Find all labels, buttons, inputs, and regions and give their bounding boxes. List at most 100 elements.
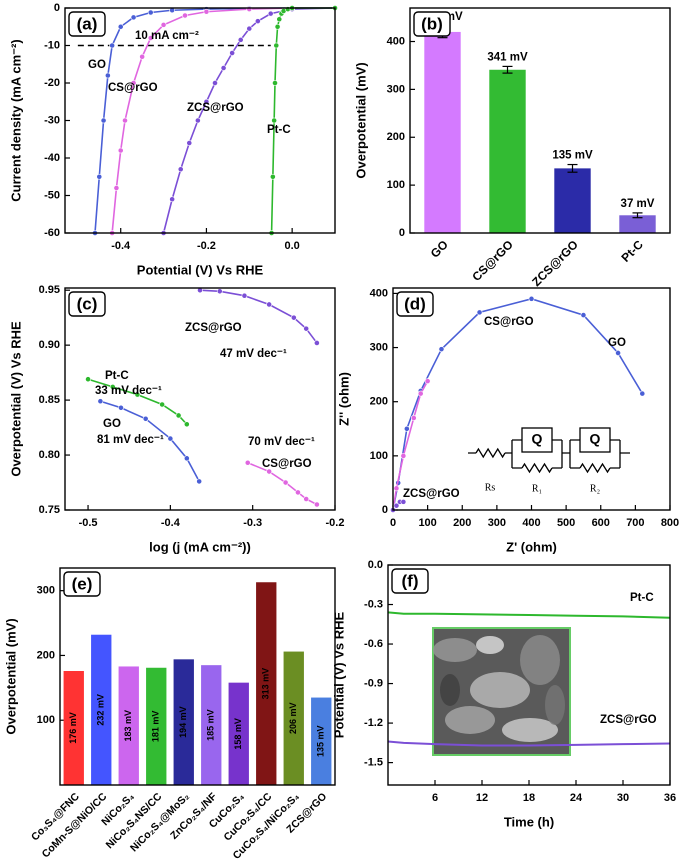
annotation: 10 mA cm⁻² xyxy=(135,30,199,42)
series-label: ZCS@rGO xyxy=(185,322,242,334)
x-tick-label: Pt-C xyxy=(619,237,647,265)
bar xyxy=(283,651,304,785)
series-label: ZCS@rGO xyxy=(187,102,244,114)
point xyxy=(85,376,91,383)
series-label: ZCS@rGO xyxy=(600,714,657,726)
y-axis-label: Overpotential (mV) xyxy=(3,618,18,734)
series-label: Pt-C xyxy=(630,592,654,604)
point xyxy=(393,502,400,509)
plot-frame xyxy=(59,567,336,786)
y-tick-label: 0.85 xyxy=(39,394,60,406)
inset-texture xyxy=(440,674,460,706)
point xyxy=(290,314,297,321)
series-label: ZCS@rGO xyxy=(403,488,460,500)
point xyxy=(182,12,188,19)
value-label: 181 mV xyxy=(151,711,161,743)
annotation: 47 mV dec⁻¹ xyxy=(220,348,287,360)
point xyxy=(417,390,424,397)
point xyxy=(194,117,201,124)
x-axis-label: log (j (mA cm⁻²)) xyxy=(149,539,251,554)
point xyxy=(410,415,417,421)
panel-label: (d) xyxy=(404,294,426,313)
x-tick-label: 500 xyxy=(557,517,575,529)
y-tick-label: -0.9 xyxy=(364,677,383,689)
point xyxy=(313,340,320,346)
point xyxy=(267,10,274,17)
point xyxy=(142,415,149,422)
y-tick-label: 100 xyxy=(387,179,405,191)
point xyxy=(244,459,251,466)
x-tick-label: ZCS@rGO xyxy=(529,237,581,289)
y-tick-label: 0 xyxy=(399,227,405,239)
x-tick-label: -0.2 xyxy=(326,517,345,529)
series-line xyxy=(387,611,671,619)
x-tick-label: 300 xyxy=(488,517,506,529)
x-tick-label: -0.4 xyxy=(111,240,131,252)
y-axis-label: Z'' (ohm) xyxy=(336,372,351,426)
y-tick-label: 300 xyxy=(387,83,405,95)
point xyxy=(615,350,621,356)
x-axis-label: Time (h) xyxy=(504,814,554,829)
x-tick-label: GO xyxy=(428,237,451,260)
series-line xyxy=(392,297,643,511)
series-label: GO xyxy=(103,418,121,430)
point xyxy=(400,498,407,505)
point xyxy=(269,173,276,180)
panel-label: (e) xyxy=(72,574,93,593)
value-label: 206 mV xyxy=(288,703,298,735)
x-tick-label: 36 xyxy=(664,792,676,804)
y-tick-label: -1.2 xyxy=(364,717,383,729)
point xyxy=(295,489,301,496)
x-tick-label: 600 xyxy=(592,517,610,529)
y-tick-label: -40 xyxy=(44,152,60,164)
x-tick-label: -0.3 xyxy=(243,517,262,529)
panel-label: (a) xyxy=(77,14,98,33)
point xyxy=(528,295,535,302)
y-tick-label: -50 xyxy=(44,189,60,201)
cpe-box xyxy=(521,427,553,453)
inset-texture xyxy=(470,672,530,708)
point xyxy=(237,36,244,43)
value-label: 176 mV xyxy=(68,712,78,744)
point xyxy=(438,346,445,353)
point xyxy=(169,196,176,203)
circuit-label: Q xyxy=(532,431,543,447)
value-label: 183 mV xyxy=(123,710,133,742)
bar xyxy=(424,31,461,233)
x-tick-label: -0.2 xyxy=(197,240,216,252)
value-label: 313 mV xyxy=(261,668,271,700)
panel-label: (f) xyxy=(402,571,419,590)
series-line xyxy=(270,7,335,234)
value-label: 37 mV xyxy=(621,198,655,210)
point xyxy=(147,35,154,41)
point xyxy=(403,425,410,432)
x-tick-label: 400 xyxy=(522,517,540,529)
plot-frame xyxy=(392,287,671,511)
y-tick-label: 100 xyxy=(370,450,388,462)
x-axis-label: Z' (ohm) xyxy=(506,539,557,554)
circuit-label: R₁ xyxy=(532,483,542,494)
y-tick-label: 300 xyxy=(37,585,55,597)
y-tick-label: 0.0 xyxy=(368,559,383,571)
bar xyxy=(554,168,591,233)
point xyxy=(220,65,227,71)
point xyxy=(203,98,210,105)
y-axis-label: Overpotential (mV) xyxy=(353,62,368,178)
point xyxy=(160,21,167,28)
point xyxy=(273,42,280,49)
resistor xyxy=(521,462,553,474)
circuit-wire xyxy=(468,439,630,469)
annotation: 33 mV dec⁻¹ xyxy=(95,385,162,397)
x-tick-label: 700 xyxy=(626,517,644,529)
y-tick-label: 200 xyxy=(370,396,388,408)
y-axis-label: Overpotential (V) Vs RHE xyxy=(8,321,23,477)
point xyxy=(159,401,166,408)
point xyxy=(196,478,203,485)
x-tick-label: 12 xyxy=(476,792,488,804)
point xyxy=(424,378,431,385)
panel-label-box xyxy=(63,571,101,597)
resistor xyxy=(579,462,611,474)
point xyxy=(393,485,400,492)
bar xyxy=(63,670,84,785)
point xyxy=(113,185,120,191)
